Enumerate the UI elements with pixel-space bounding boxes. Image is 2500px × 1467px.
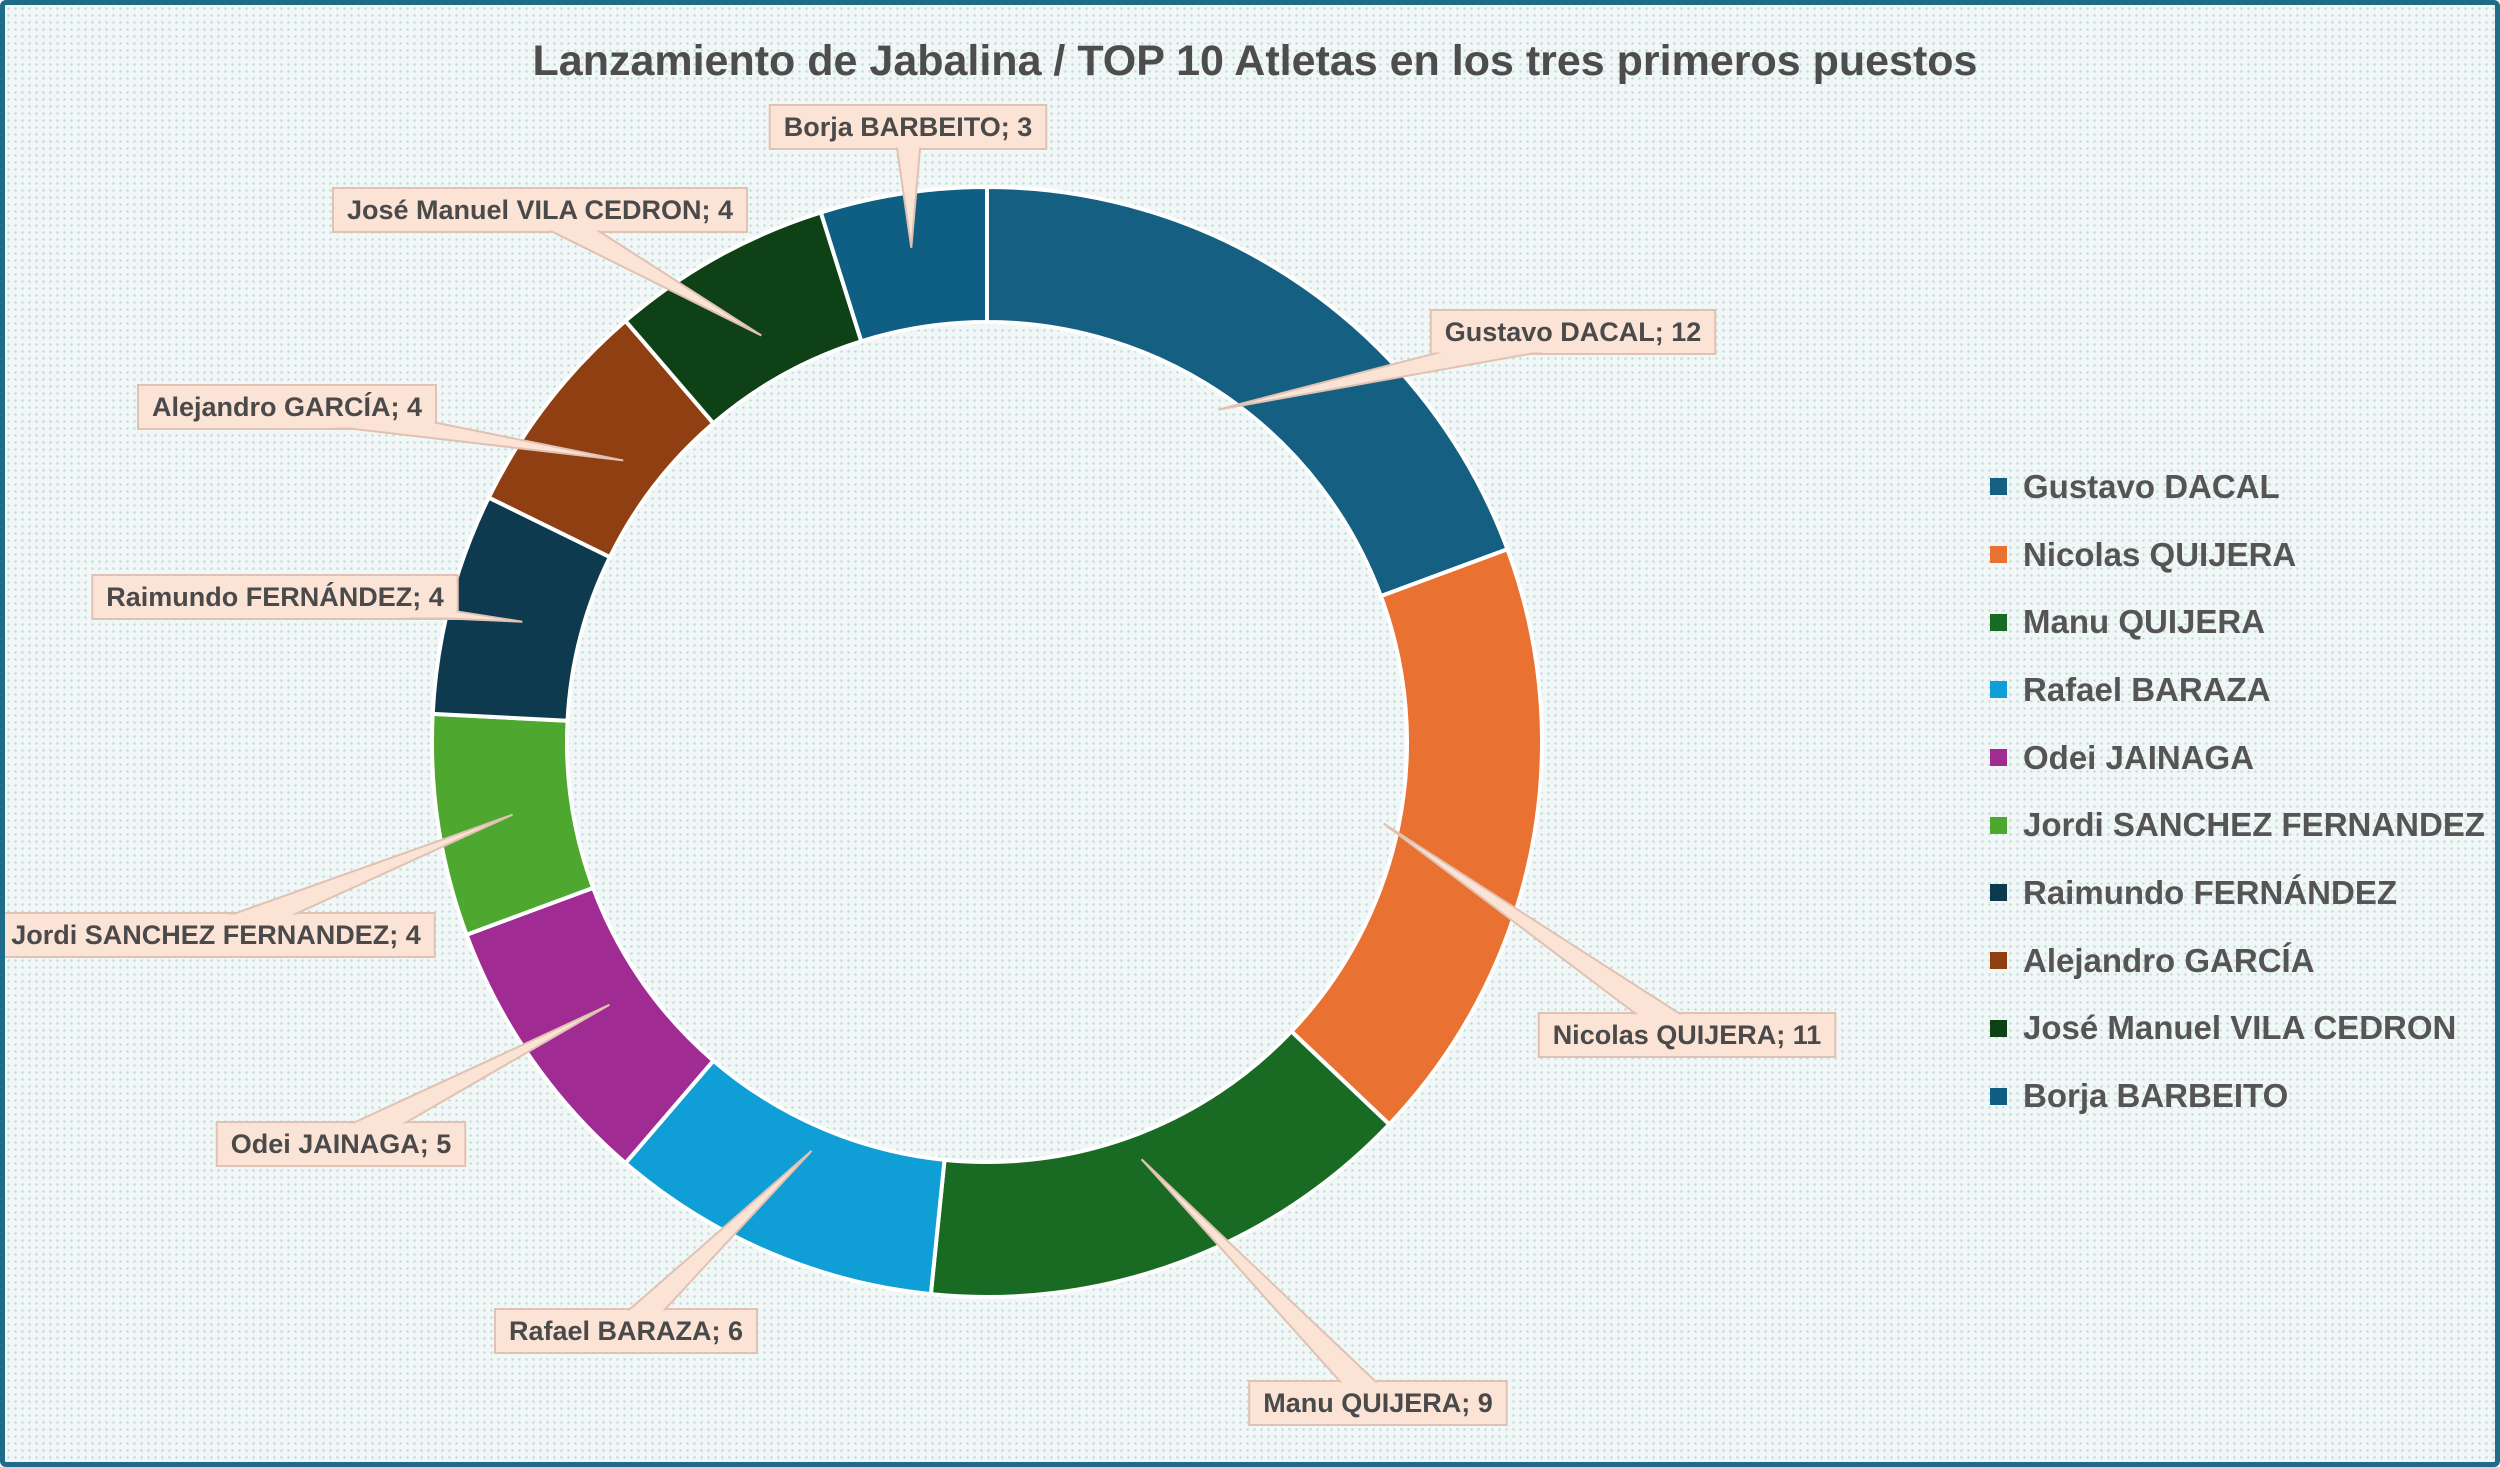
legend-item: Odei JAINAGA [1990, 724, 2485, 792]
data-label-callout: Manu QUIJERA; 9 [1140, 1158, 1508, 1426]
legend-item: José Manuel VILA CEDRON [1990, 995, 2485, 1063]
callout-box-fill [1250, 1382, 1506, 1424]
donut-slice [928, 1028, 1393, 1299]
data-label-text: Rafael BARAZA; 6 [509, 1316, 743, 1346]
callout-box-fill [771, 106, 1045, 148]
callout-box-fill [1540, 1014, 1834, 1056]
donut-slice [818, 184, 989, 344]
data-label-callout: Odei JAINAGA; 5 [215, 1003, 610, 1167]
legend-swatch [1990, 1019, 2007, 1037]
legend-swatch [1990, 816, 2007, 834]
legend-label: José Manuel VILA CEDRON [2023, 1009, 2457, 1047]
legend-swatch [1990, 749, 2007, 767]
legend-item: Rafael BARAZA [1990, 656, 2485, 724]
data-label-text: Borja BARBEITO; 3 [784, 112, 1033, 142]
data-label-callout: Rafael BARAZA; 6 [493, 1150, 813, 1354]
legend-label: Raimundo FERNÁNDEZ [2023, 873, 2397, 911]
chart-title: Lanzamiento de Jabalina / TOP 10 Atletas… [532, 37, 1978, 85]
data-label-text: Alejandro GARCÍA; 4 [152, 391, 422, 422]
data-label-text: Gustavo DACAL; 12 [1445, 317, 1702, 347]
callout-box-fill [496, 1310, 756, 1352]
legend-item: Manu QUIJERA [1990, 588, 2485, 656]
callout-box-fill [1432, 311, 1714, 353]
donut-slice [1288, 546, 1544, 1128]
legend-swatch [1990, 884, 2007, 902]
chart-legend: Gustavo DACAL Nicolas QUIJERA Manu QUIJERA… [1990, 453, 2485, 1130]
legend-item: Nicolas QUIJERA [1990, 521, 2485, 589]
data-label-callout: Borja BARBEITO; 3 [768, 104, 1048, 248]
data-label-callout: Nicolas QUIJERA; 11 [1383, 822, 1837, 1058]
legend-label: Rafael BARAZA [2023, 670, 2271, 708]
legend-swatch [1990, 952, 2007, 970]
legend-label: Alejandro GARCÍA [2023, 941, 2315, 979]
legend-label: Borja BARBEITO [2023, 1077, 2289, 1115]
data-label-callout: Alejandro GARCÍA; 4 [136, 384, 624, 462]
legend-item: Alejandro GARCÍA [1990, 927, 2485, 995]
legend-label: Jordi SANCHEZ FERNANDEZ [2023, 806, 2486, 844]
legend-item: Jordi SANCHEZ FERNANDEZ [1990, 791, 2485, 859]
data-label-text: Odei JAINAGA; 5 [231, 1129, 452, 1159]
data-label-callout: Raimundo FERNÁNDEZ; 4 [91, 574, 523, 623]
legend-label: Nicolas QUIJERA [2023, 535, 2297, 573]
legend-label: Manu QUIJERA [2023, 603, 2266, 641]
data-label-text: Jordi SANCHEZ FERNANDEZ; 4 [11, 920, 421, 950]
legend-swatch [1990, 546, 2007, 564]
donut-slice [985, 184, 1511, 599]
callout-box-fill [218, 1123, 464, 1165]
legend-item: Borja BARBEITO [1990, 1062, 2485, 1130]
legend-swatch [1990, 478, 2007, 496]
callout-box-fill [93, 576, 457, 618]
legend-item: Gustavo DACAL [1990, 453, 2485, 521]
data-label-text: Raimundo FERNÁNDEZ; 4 [106, 581, 444, 612]
legend-swatch [1990, 681, 2007, 699]
callout-box-fill [5, 914, 434, 956]
legend-swatch [1990, 1087, 2007, 1105]
legend-label: Gustavo DACAL [2023, 467, 2280, 505]
data-label-text: Nicolas QUIJERA; 11 [1553, 1020, 1822, 1050]
legend-item: Raimundo FERNÁNDEZ [1990, 859, 2485, 927]
data-label-callout: Jordi SANCHEZ FERNANDEZ; 4 [5, 813, 513, 958]
legend-label: Odei JAINAGA [2023, 738, 2255, 776]
data-label-text: Manu QUIJERA; 9 [1263, 1388, 1493, 1418]
legend-swatch [1990, 613, 2007, 631]
data-label-callout: José Manuel VILA CEDRON; 4 [331, 187, 762, 337]
data-label-text: José Manuel VILA CEDRON; 4 [347, 195, 733, 225]
donut-chart: Gustavo DACAL; 12 Nicolas QUIJERA; 11 Manu… [5, 104, 1837, 1426]
callout-box-fill [139, 386, 435, 428]
callout-box-fill [334, 189, 746, 231]
data-label-callout: Gustavo DACAL; 12 [1218, 309, 1717, 411]
